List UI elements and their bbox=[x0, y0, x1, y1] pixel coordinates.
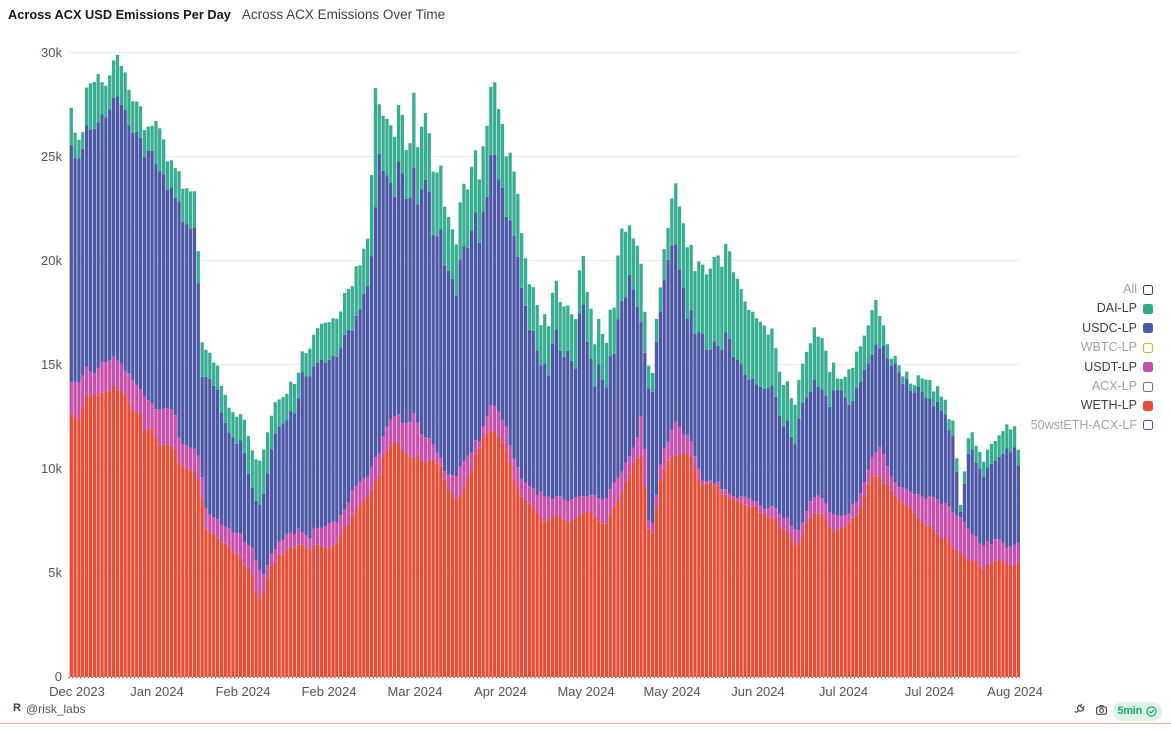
svg-text:5k: 5k bbox=[48, 565, 62, 580]
svg-text:Feb 2024: Feb 2024 bbox=[302, 684, 357, 699]
svg-text:May 2024: May 2024 bbox=[643, 684, 700, 699]
svg-text:Jun 2024: Jun 2024 bbox=[731, 684, 785, 699]
svg-text:Feb 2024: Feb 2024 bbox=[216, 684, 271, 699]
svg-text:10k: 10k bbox=[41, 461, 62, 476]
svg-text:May 2024: May 2024 bbox=[557, 684, 614, 699]
svg-text:0: 0 bbox=[55, 669, 62, 684]
svg-text:30k: 30k bbox=[41, 45, 62, 60]
svg-text:Mar 2024: Mar 2024 bbox=[388, 684, 443, 699]
svg-text:20k: 20k bbox=[41, 253, 62, 268]
svg-text:15k: 15k bbox=[41, 357, 62, 372]
svg-text:Apr 2024: Apr 2024 bbox=[474, 684, 527, 699]
svg-text:Jul 2024: Jul 2024 bbox=[905, 684, 954, 699]
svg-text:Jan 2024: Jan 2024 bbox=[130, 684, 184, 699]
svg-text:Aug 2024: Aug 2024 bbox=[987, 684, 1043, 699]
svg-text:Dec 2023: Dec 2023 bbox=[49, 684, 105, 699]
svg-text:25k: 25k bbox=[41, 149, 62, 164]
svg-text:Jul 2024: Jul 2024 bbox=[819, 684, 868, 699]
